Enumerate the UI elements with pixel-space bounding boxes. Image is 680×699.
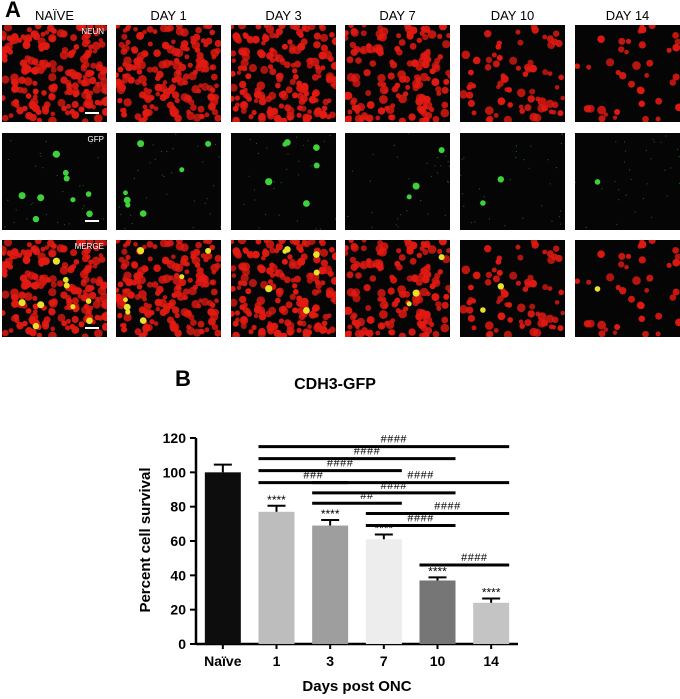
column-label: NAÏVE (34, 8, 74, 23)
comparison-label: #### (327, 458, 354, 470)
x-tick-label: 7 (380, 653, 388, 669)
y-tick-label: 0 (178, 636, 186, 652)
merge-micrograph (345, 240, 450, 337)
significance-star: **** (321, 507, 340, 521)
channel-tag: NEUN (81, 27, 104, 36)
gfp-micrograph: GFP (2, 133, 107, 230)
bar-1 (258, 511, 295, 644)
gfp-micrograph (575, 133, 680, 230)
significance-star: **** (428, 564, 447, 578)
gfp-micrograph (460, 133, 565, 230)
bar-3 (365, 539, 402, 644)
column-label: DAY 14 (605, 8, 650, 23)
scale-bar (85, 220, 99, 222)
comparison-label: ### (303, 470, 323, 482)
significance-star: **** (374, 521, 393, 535)
x-tick-label: Naïve (204, 653, 242, 669)
x-tick-label: 10 (430, 653, 446, 669)
x-tick-label: 1 (273, 653, 281, 669)
comparison-label: #### (407, 470, 434, 482)
channel-tag: MERGE (74, 242, 104, 251)
gfp-micrograph (345, 133, 450, 230)
x-tick-label: 3 (326, 653, 334, 669)
x-axis-label: Days post ONC (302, 678, 411, 695)
y-tick-label: 60 (170, 533, 186, 549)
comparison-label: #### (461, 552, 488, 564)
chart-title: CDH3-GFP (294, 376, 376, 393)
comparison-label: #### (354, 446, 381, 458)
merge-micrograph (460, 240, 565, 337)
neun-micrograph (460, 25, 565, 122)
y-tick-label: 20 (170, 602, 186, 618)
comparison-label: ## (360, 490, 374, 502)
neun-micrograph (116, 25, 221, 122)
x-tick-label: 14 (483, 653, 499, 669)
gfp-micrograph (116, 133, 221, 230)
y-tick-label: 100 (163, 464, 187, 480)
column-label: DAY 3 (265, 8, 302, 23)
comparison-label: #### (434, 501, 461, 513)
channel-tag: GFP (87, 135, 104, 144)
comparison-label: #### (381, 434, 408, 446)
neun-micrograph (345, 25, 450, 122)
significance-star: **** (482, 586, 501, 600)
column-label: DAY 10 (490, 8, 535, 23)
gfp-micrograph (231, 133, 336, 230)
y-axis-label: Percent cell survival (137, 467, 154, 612)
panel-a-letter: A (5, 0, 21, 22)
merge-micrograph (116, 240, 221, 337)
bar-5 (473, 602, 510, 644)
neun-micrograph (231, 25, 336, 122)
merge-micrograph (575, 240, 680, 337)
panel-b-letter: B (175, 366, 191, 391)
merge-micrograph (231, 240, 336, 337)
merge-micrograph: MERGE (2, 240, 107, 337)
y-tick-label: 120 (163, 430, 187, 446)
y-tick-label: 40 (170, 567, 186, 583)
y-tick-label: 80 (170, 499, 186, 515)
comparison-label: #### (381, 480, 408, 492)
bar-2 (312, 525, 349, 644)
significance-star: **** (267, 493, 286, 507)
column-label: DAY 7 (379, 8, 416, 23)
neun-micrograph (575, 25, 680, 122)
scale-bar (85, 327, 99, 329)
column-label: DAY 1 (150, 8, 187, 23)
bar-0 (204, 472, 241, 644)
survival-bar-chart: CDH3-GFP Percent cell survival Days post… (137, 376, 518, 695)
bar-4 (419, 580, 456, 644)
neun-micrograph: NEUN (2, 25, 107, 122)
scale-bar (85, 112, 99, 114)
comparison-label: #### (407, 513, 434, 525)
